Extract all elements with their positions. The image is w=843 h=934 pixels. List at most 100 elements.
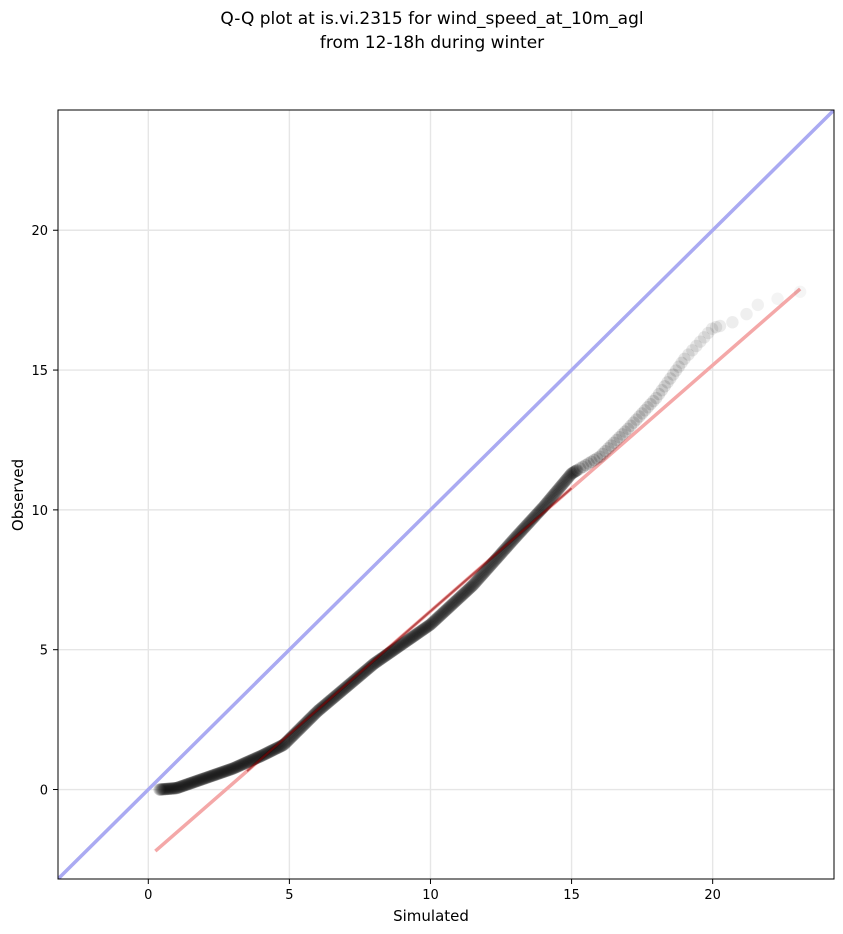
qq-point [570,464,583,477]
qq-point [621,422,635,435]
qq-point [530,507,544,521]
qq-point [153,783,166,796]
qq-point [330,689,343,702]
qq-point [448,595,462,609]
qq-point [195,773,209,786]
qq-point [459,585,472,599]
qq-point [398,636,411,649]
x-tick-label: 20 [704,888,721,903]
qq-point [342,679,355,692]
qq-point [564,468,577,482]
qq-point [161,782,174,796]
qq-point [170,781,183,795]
qq-point [561,472,574,485]
qq-point [571,463,584,477]
qq-point [468,577,481,590]
qq-point [204,769,218,783]
qq-point [347,674,361,687]
qq-point [349,672,363,685]
qq-point [424,617,438,631]
qq-point [422,619,435,633]
qq-point [287,728,301,741]
qq-point [193,773,207,787]
qq-point [218,765,231,778]
qq-point [221,764,234,777]
qq-point [481,562,494,576]
qq-point [329,690,342,703]
qq-point [230,760,243,774]
qq-point [255,749,268,763]
qq-point [411,627,424,640]
qq-point [406,630,419,644]
qq-point [360,663,374,676]
qq-point [616,428,629,441]
qq-point [291,724,305,737]
qq-point [471,573,484,587]
qq-point [461,583,474,597]
qq-point [196,772,210,786]
qq-point [453,591,467,604]
qq-point [177,779,190,792]
qq-point [495,547,508,560]
qq-point [267,743,281,756]
qq-point [222,763,235,777]
qq-point [189,775,203,788]
qq-point [405,631,418,644]
qq-point [337,683,350,696]
qq-point [633,410,646,423]
qq-point [434,608,448,621]
qq-point [400,634,413,648]
qq-point [303,712,316,726]
qq-point [309,706,322,720]
qq-point [474,570,487,583]
qq-point [353,669,367,682]
qq-point [555,479,568,492]
qq-point [257,748,270,762]
qq-point [238,757,251,770]
qq-point [370,655,384,668]
qq-point [191,774,205,787]
qq-point [412,626,425,640]
chart-title-line-2: from 12-18h during winter [320,33,544,53]
qq-point [420,621,433,634]
qq-point [299,716,312,730]
qq-point [416,624,429,637]
qq-point [179,778,192,792]
qq-point [607,436,621,449]
qq-point [372,654,386,667]
qq-point [240,756,253,769]
chart-title-line-1: Q-Q plot at is.vi.2315 for wind_speed_at… [220,9,643,29]
qq-point [366,658,380,671]
qq-point [427,614,441,628]
qq-point [682,348,695,361]
qq-point [344,676,358,690]
qq-point [709,320,723,334]
qq-point [647,394,660,408]
qq-point [500,541,513,555]
qq-point [549,486,562,499]
y-tick-label: 20 [31,224,48,239]
qq-point [326,692,339,705]
qq-point [414,625,427,638]
qq-point [315,701,328,715]
qq-point [348,673,362,686]
qq-point [593,450,606,463]
qq-point [545,490,558,504]
qq-point [465,580,478,593]
qq-point [494,548,507,561]
qq-point [290,725,304,738]
axis-ticks: 0 5 10 15 20 0 5 10 15 20 [31,224,720,903]
qq-point [726,316,739,329]
qq-point [270,741,284,755]
qq-point [521,517,535,531]
qq-point [546,489,559,503]
qq-point [544,492,557,505]
qq-point [352,670,366,683]
qq-point [460,584,473,598]
qq-point [627,416,640,429]
qq-point [296,719,309,733]
qq-point [451,593,465,606]
qq-point [441,602,455,615]
qq-point [479,564,492,578]
qq-point [613,430,626,444]
